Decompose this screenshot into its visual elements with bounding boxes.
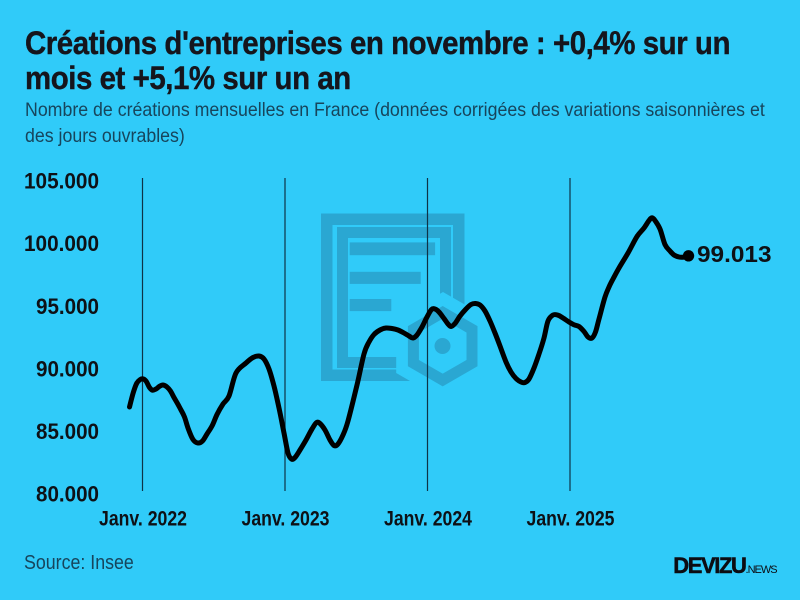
svg-text:Janv. 2022: Janv. 2022	[99, 508, 187, 531]
svg-text:Janv. 2024: Janv. 2024	[384, 508, 472, 531]
svg-text:90.000: 90.000	[36, 356, 99, 381]
svg-text:80.000: 80.000	[36, 482, 99, 507]
svg-text:99.013: 99.013	[697, 241, 772, 267]
svg-text:Janv. 2023: Janv. 2023	[242, 508, 330, 531]
svg-text:105.000: 105.000	[24, 169, 99, 194]
svg-text:100.000: 100.000	[24, 231, 99, 256]
svg-text:85.000: 85.000	[36, 419, 99, 444]
svg-text:95.000: 95.000	[36, 294, 99, 319]
svg-text:Janv. 2025: Janv. 2025	[527, 508, 615, 531]
